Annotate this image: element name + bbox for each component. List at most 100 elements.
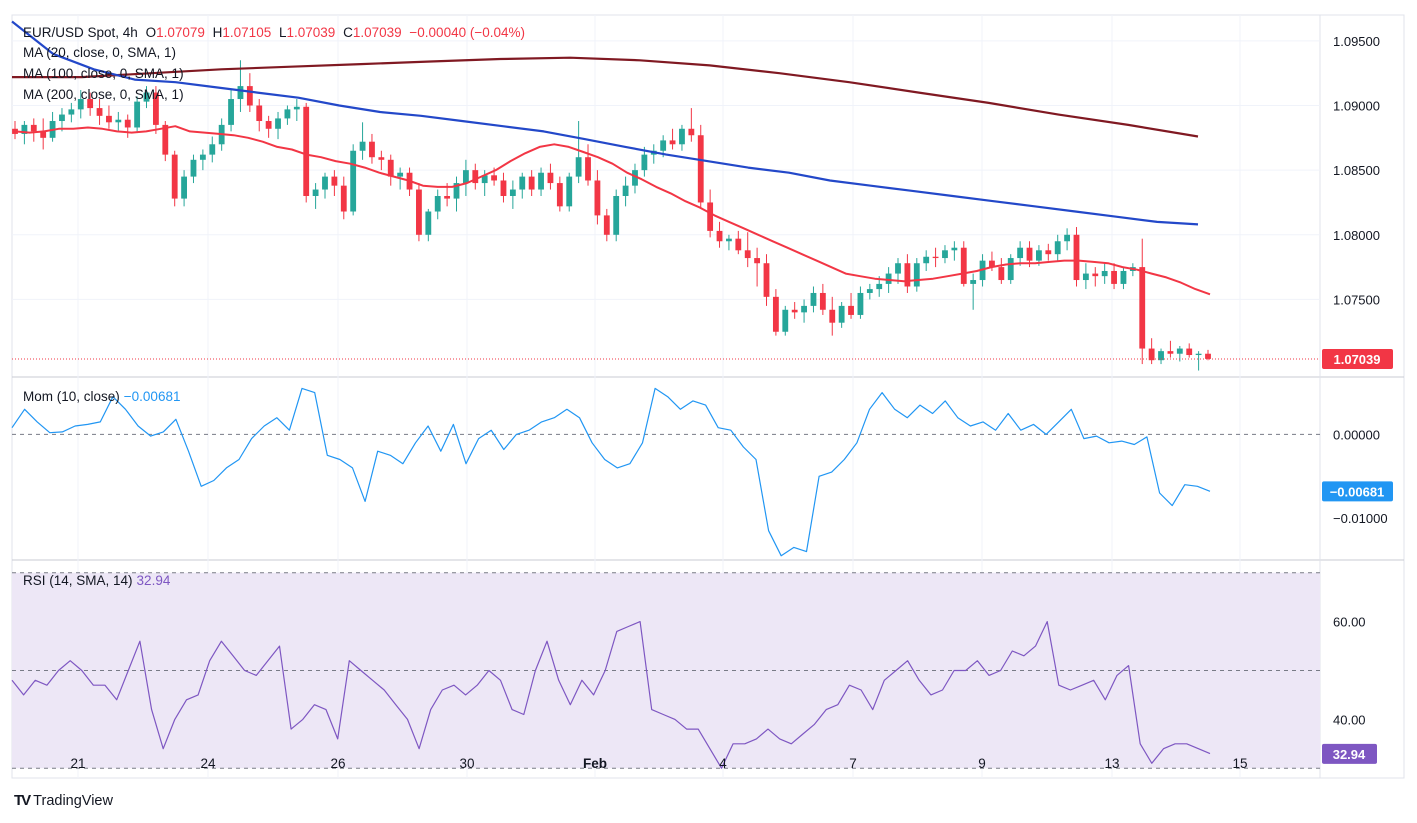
chart-frame xyxy=(11,14,1405,779)
candle xyxy=(1120,267,1127,290)
candle-body xyxy=(143,92,150,102)
candle xyxy=(68,102,75,123)
candle-body xyxy=(115,119,122,123)
candle xyxy=(819,283,826,315)
candle xyxy=(1186,343,1193,358)
change-value: −0.00040 (−0.04%) xyxy=(409,25,525,40)
candle xyxy=(312,183,319,209)
candle xyxy=(331,170,338,196)
candle xyxy=(1148,338,1155,365)
candle-body xyxy=(509,189,516,196)
candle xyxy=(453,176,460,212)
rsi-value-tag xyxy=(1322,743,1377,764)
rsi-value: 32.94 xyxy=(136,573,171,588)
mom-legend[interactable]: Mom (10, close) −0.00681 xyxy=(23,389,180,405)
candle xyxy=(416,183,422,242)
candle-body xyxy=(12,128,18,134)
candle-body xyxy=(1017,247,1024,259)
time-tick-label: 30 xyxy=(459,756,474,771)
candle-body xyxy=(754,258,761,264)
candle xyxy=(500,172,507,203)
ma100-legend[interactable]: MA (100, close, 0, SMA, 1) xyxy=(23,66,184,81)
candle xyxy=(228,89,234,132)
candle-body xyxy=(59,114,65,122)
tradingview-logo[interactable]: TV TradingView xyxy=(14,792,113,809)
candle-body xyxy=(462,170,469,184)
candle xyxy=(650,144,657,164)
candle-body xyxy=(791,309,798,313)
candle-body xyxy=(68,109,75,115)
rsi-tick-label: 60.00 xyxy=(1333,615,1366,630)
candle-body xyxy=(1054,241,1061,255)
candle xyxy=(754,247,761,287)
price-tick-label: 1.09000 xyxy=(1333,99,1380,114)
candle-body xyxy=(303,106,310,196)
candle-body xyxy=(876,283,883,290)
price-tick-label: 1.07500 xyxy=(1333,292,1380,307)
ma100-line xyxy=(11,20,1199,226)
candle xyxy=(359,122,366,160)
candle xyxy=(904,254,911,293)
open-value: 1.07079 xyxy=(156,25,205,40)
candle xyxy=(519,172,526,199)
candle-body xyxy=(30,124,37,132)
candle-body xyxy=(171,154,178,199)
rsi-band xyxy=(12,572,1320,769)
candle xyxy=(791,302,798,319)
candle-body xyxy=(331,176,338,186)
candle xyxy=(960,241,967,287)
candle xyxy=(669,128,676,150)
mom-value-label: −0.00681 xyxy=(1330,484,1385,499)
candle-body xyxy=(481,175,488,184)
candle xyxy=(641,146,648,177)
candle-body xyxy=(998,267,1005,281)
candle xyxy=(1205,349,1211,361)
close-value: 1.07039 xyxy=(352,25,402,40)
candle xyxy=(688,108,695,142)
candle-body xyxy=(1176,348,1183,354)
candle xyxy=(40,118,47,150)
rsi-legend[interactable]: RSI (14, SMA, 14) 32.94 xyxy=(23,573,170,589)
ma200-legend[interactable]: MA (200, close, 0, SMA, 1) xyxy=(23,87,184,102)
candle-body xyxy=(641,154,648,171)
candle xyxy=(265,115,272,138)
candle-body xyxy=(885,273,892,284)
candle-body xyxy=(904,263,911,287)
candle xyxy=(1007,254,1014,284)
candle-body xyxy=(472,170,479,184)
candle xyxy=(369,133,375,164)
candle-body xyxy=(378,157,385,160)
candle-body xyxy=(322,176,328,190)
time-tick-label: 13 xyxy=(1104,756,1119,771)
candle xyxy=(1167,340,1174,358)
candle-body xyxy=(895,263,901,274)
candle-body xyxy=(951,247,958,251)
high-value: 1.07105 xyxy=(222,25,272,40)
candle-body xyxy=(444,196,451,199)
candle xyxy=(152,86,159,134)
candle-body xyxy=(134,101,141,128)
candle xyxy=(622,176,629,207)
candle xyxy=(942,245,948,264)
candle xyxy=(697,124,704,209)
candle-body xyxy=(1139,267,1146,349)
candle-body xyxy=(77,99,84,110)
candle-body xyxy=(960,247,967,284)
candle-body xyxy=(312,189,319,196)
candle xyxy=(857,286,864,319)
mom-label: Mom (10, close) xyxy=(23,389,120,404)
candle xyxy=(190,154,197,184)
candle xyxy=(303,102,310,203)
ma20-legend[interactable]: MA (20, close, 0, SMA, 1) xyxy=(23,45,177,60)
candle-body xyxy=(547,172,554,184)
candle-body xyxy=(613,196,620,235)
candle-body xyxy=(1186,348,1193,356)
candle xyxy=(575,121,582,184)
candle-body xyxy=(416,189,422,235)
candle-body xyxy=(848,305,854,315)
candle xyxy=(106,105,112,129)
candle-body xyxy=(1007,258,1014,281)
candle xyxy=(716,221,723,248)
time-tick-label: 7 xyxy=(849,756,857,771)
